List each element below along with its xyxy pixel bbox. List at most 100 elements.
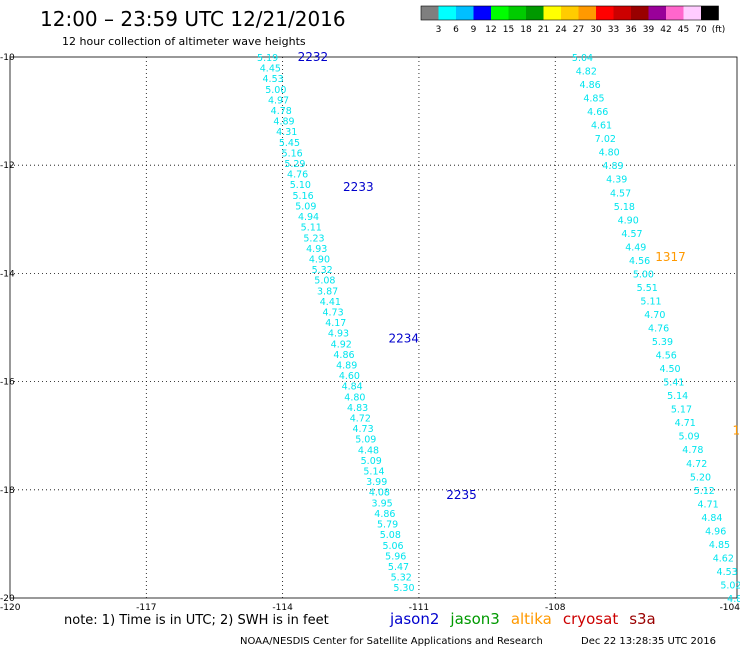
- swh-point-label: 5.23: [303, 233, 324, 244]
- swh-point-label: 5.17: [671, 405, 692, 416]
- swh-point-label: 4.39: [606, 175, 627, 186]
- colorbar-swatch: [561, 6, 579, 20]
- pass-number-label: 2234: [388, 331, 419, 345]
- colorbar-label: 6: [453, 25, 459, 35]
- colorbar-label: 70: [695, 25, 707, 35]
- swh-point-label: 4.72: [686, 459, 707, 470]
- swh-point-label: 5.08: [314, 276, 335, 287]
- swh-point-label: 4.72: [350, 414, 371, 425]
- x-tick-label: -111: [409, 603, 429, 613]
- swh-point-label: 4.76: [648, 324, 669, 335]
- swh-point-label: 4.89: [602, 161, 623, 172]
- colorbar-legend: 3 6 9 12 15 18 21 24 27 30 33 36 39 42 45 70 (ft): [420, 5, 726, 35]
- colorbar-swatch: [526, 6, 544, 20]
- swh-point-label: 5.41: [663, 378, 684, 389]
- swh-point-label: 4.93: [328, 329, 349, 340]
- colorbar-label: 15: [503, 25, 514, 35]
- colorbar-label: 12: [485, 25, 496, 35]
- swh-point-label: 5.16: [292, 191, 313, 202]
- swh-point-label: 4.90: [309, 254, 330, 265]
- swh-point-label: 4.90: [618, 215, 639, 226]
- swh-point-label: 5.20: [690, 472, 711, 483]
- swh-point-label: 5.39: [652, 337, 673, 348]
- swh-point-label: 4.84: [342, 382, 363, 393]
- swh-point-label: 4.62: [713, 553, 734, 564]
- swh-point-label: 4.41: [320, 297, 341, 308]
- colorbar-label: 24: [555, 25, 567, 35]
- colorbar-label: 33: [608, 25, 619, 35]
- swh-point-label: 5.14: [667, 391, 688, 402]
- colorbar-label: 30: [590, 25, 602, 35]
- swh-point-label: 5.08: [380, 530, 401, 541]
- swh-point-label: 5.00: [633, 269, 654, 280]
- satellite-legend-item: jason2: [389, 610, 439, 628]
- swh-point-label: 4.56: [656, 351, 677, 362]
- y-tick-label: -16: [0, 378, 15, 388]
- swh-point-label: 4.89: [273, 117, 294, 128]
- colorbar-swatch: [421, 6, 439, 20]
- swh-point-label: 5.06: [382, 541, 403, 552]
- swh-point-label: 5.79: [377, 520, 398, 531]
- swh-point-label: 4.66: [587, 107, 608, 118]
- colorbar-label: (ft): [712, 25, 726, 35]
- colorbar-swatch: [683, 6, 701, 20]
- swh-point-label: 4.8: [727, 594, 740, 605]
- swh-point-label: 5.19: [257, 53, 278, 64]
- swh-point-label: 4.31: [276, 127, 297, 138]
- swh-point-label: 4.60: [339, 371, 360, 382]
- swh-point-label: 5.12: [694, 486, 715, 497]
- colorbar-frame: [420, 5, 719, 21]
- satellite-legend-item: altika: [511, 610, 552, 628]
- swh-point-label: 4.93: [306, 244, 327, 255]
- swh-point-label: 4.85: [709, 540, 730, 551]
- swh-point-label: 5.47: [388, 562, 409, 573]
- swh-point-label: 5.11: [640, 296, 661, 307]
- swh-point-label: 3.87: [317, 286, 338, 297]
- x-tick-label: -108: [545, 603, 566, 613]
- swh-point-label: 5.18: [614, 202, 635, 213]
- colorbar-swatch: [631, 6, 649, 20]
- swh-point-label: 5.10: [290, 180, 311, 191]
- x-tick-label: -117: [136, 603, 156, 613]
- pass-number-label: 2235: [446, 488, 477, 502]
- swh-point-label: 4.97: [268, 95, 289, 106]
- swh-point-label: 4.83: [347, 403, 368, 414]
- swh-point-label: 4.17: [325, 318, 346, 329]
- colorbar-swatch: [543, 6, 561, 20]
- swh-point-label: 4.86: [333, 350, 354, 361]
- swh-point-label: 5.14: [363, 467, 384, 478]
- swh-point-label: 5.45: [279, 138, 300, 149]
- swh-point-label: 3.99: [366, 477, 387, 488]
- swh-point-label: 4.92: [331, 339, 352, 350]
- colorbar-swatch: [701, 6, 719, 20]
- footer-note: note: 1) Time is in UTC; 2) SWH is in fe…: [64, 613, 329, 628]
- swh-point-label: 4.56: [629, 256, 650, 267]
- swh-point-label: 4.45: [260, 64, 281, 75]
- colorbar-swatch: [648, 6, 666, 20]
- swh-point-label: 4.53: [263, 74, 284, 85]
- colorbar-swatch: [491, 6, 509, 20]
- pass-number-label: 1317: [655, 250, 686, 264]
- swh-point-label: 5.09: [295, 201, 316, 212]
- satellite-legend-item: jason3: [449, 610, 499, 628]
- x-tick-label: -120: [0, 603, 21, 613]
- swh-point-label: 4.08: [369, 488, 390, 499]
- swh-point-label: 4.57: [610, 188, 631, 199]
- pass-number-label: 13: [732, 423, 740, 437]
- swh-point-label: 4.89: [336, 361, 357, 372]
- footer-credit: NOAA/NESDIS Center for Satellite Applica…: [240, 636, 543, 647]
- x-tick-label: -104: [720, 603, 740, 613]
- satellite-legend-item: cryosat: [563, 610, 618, 628]
- swh-point-label: 4.49: [625, 242, 646, 253]
- colorbar-label: 3: [436, 25, 442, 35]
- colorbar-label: 39: [643, 25, 655, 35]
- pass-number-label: 2233: [343, 180, 374, 194]
- colorbar-swatch: [438, 6, 456, 20]
- plot-frame: [9, 56, 738, 599]
- swh-point-label: 4.80: [599, 148, 620, 159]
- swh-point-label: 4.53: [717, 567, 738, 578]
- x-tick-label: -114: [272, 603, 293, 613]
- swh-point-label: 4.86: [580, 80, 601, 91]
- swh-point-label: 5.96: [385, 551, 406, 562]
